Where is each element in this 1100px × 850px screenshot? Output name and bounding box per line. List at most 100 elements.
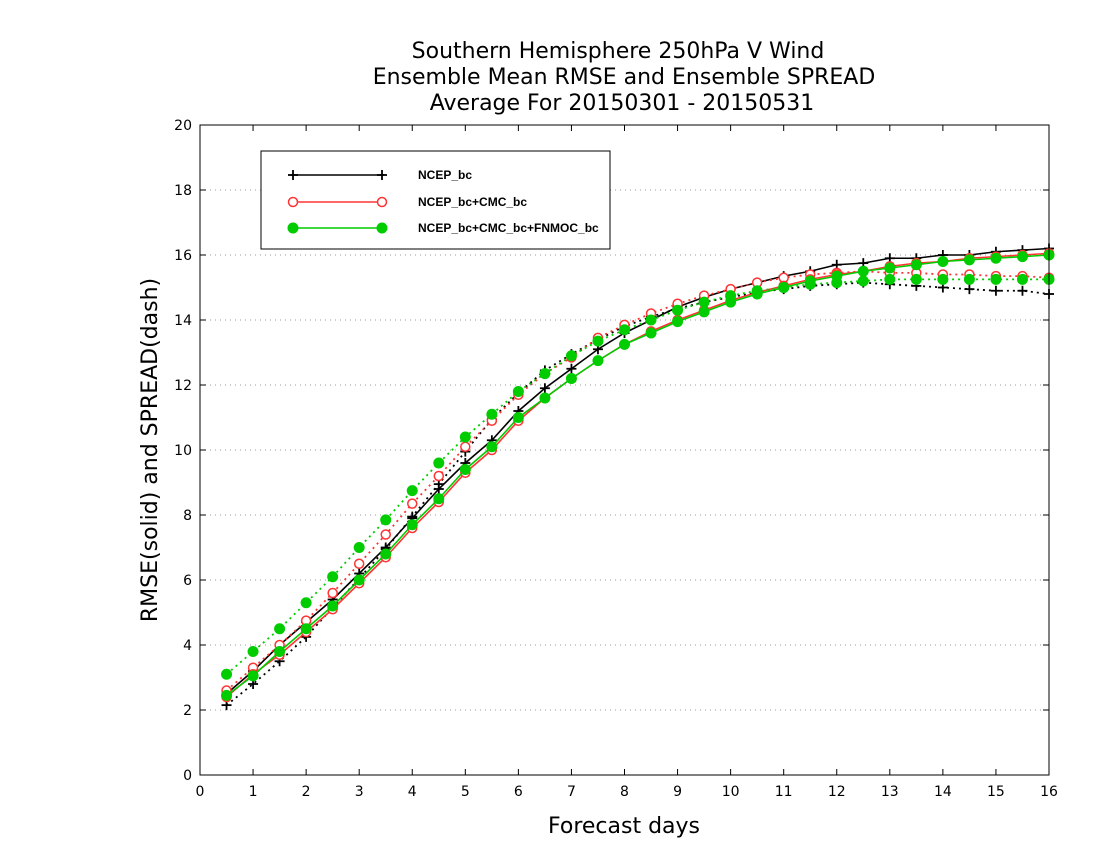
series-2-rmse-line [226, 254, 1050, 697]
series-2-rmse-point [300, 623, 312, 635]
x-tick-label: 14 [934, 784, 952, 800]
series-2-rmse-point [406, 519, 418, 531]
x-tick-label: 9 [673, 784, 682, 800]
series-2-rmse-point [990, 252, 1002, 264]
y-tick-label: 4 [183, 638, 192, 654]
legend-marker [287, 196, 299, 208]
series-2-rmse-point [698, 306, 710, 318]
y-axis-ticks: 0 2 4 6 8 10 12 14 16 18 20 [174, 118, 1049, 784]
x-tick-label: 4 [408, 784, 417, 800]
x-tick-label: 2 [302, 784, 311, 800]
x-tick-label: 5 [461, 784, 470, 800]
y-axis-label: RMSE(solid) and SPREAD(dash) [138, 278, 163, 622]
legend-box [260, 150, 611, 250]
x-tick-label: 12 [828, 784, 846, 800]
legend-marker [288, 170, 298, 180]
series-2-rmse-point [433, 493, 445, 505]
series-2-rmse-point [459, 464, 471, 475]
x-axis-ticks: 0 1 2 3 4 5 6 7 8 9 10 11 12 13 14 15 16 [196, 125, 1058, 800]
series-2-spread-point [884, 273, 896, 285]
series-0-spread-point [1017, 285, 1028, 296]
series-0-rmse-line [226, 247, 1050, 695]
y-tick-label: 10 [174, 443, 192, 459]
series-2-spread-point [486, 408, 498, 420]
series-2-spread-point [221, 668, 233, 680]
series-2-spread-point [937, 273, 949, 285]
chart-title-line-1: Southern Hemisphere 250hPa V Wind [412, 39, 825, 64]
y-tick-label: 0 [183, 768, 192, 784]
series-2-spread-point [698, 296, 710, 308]
series-2-rmse-point [645, 327, 657, 339]
series-layer [221, 243, 1055, 711]
x-tick-label: 11 [775, 784, 793, 800]
series-2-spread-point [592, 335, 604, 347]
series-2-spread-point [300, 597, 312, 609]
series-2-spread-point [565, 350, 577, 362]
series-2-spread-point [990, 273, 1002, 285]
series-2-rmse-point [937, 256, 949, 267]
series-2-rmse-point [963, 254, 975, 266]
legend-label: NCEP_bc+CMC_bc [418, 195, 527, 209]
series-2-spread-point [645, 314, 657, 326]
series-1-spread-line [225, 270, 1050, 692]
x-tick-label: 13 [881, 784, 899, 800]
legend-marker [376, 222, 388, 234]
series-2-rmse-point [380, 548, 392, 560]
series-2-rmse-point [274, 646, 286, 657]
x-tick-label: 1 [249, 784, 258, 800]
series-2-spread-point [963, 273, 975, 285]
series-2-rmse-point [539, 392, 551, 404]
series-2-spread-point [1016, 273, 1028, 285]
series-2-spread-point [512, 386, 524, 397]
series-2-rmse-point [778, 282, 790, 293]
series-2-spread-point [433, 457, 445, 469]
y-tick-label: 12 [174, 378, 192, 394]
series-1-spread-point [407, 498, 418, 509]
series-2-rmse-point [565, 373, 577, 384]
series-2-rmse-point [672, 316, 684, 328]
y-tick-label: 8 [183, 508, 192, 524]
legend-label: NCEP_bc [418, 168, 472, 182]
series-0-rmse-point [539, 383, 550, 394]
y-tick-label: 6 [183, 573, 192, 589]
series-0-rmse-point [433, 484, 444, 494]
series-2-spread-point [857, 275, 869, 287]
series-0-spread-line [225, 281, 1050, 706]
x-tick-label: 10 [722, 784, 740, 800]
y-tick-label: 14 [174, 313, 192, 329]
x-tick-label: 16 [1040, 784, 1058, 800]
x-tick-label: 15 [987, 784, 1005, 800]
plot-frame [199, 124, 1050, 776]
series-2-rmse-point [327, 600, 339, 612]
y-tick-label: 20 [174, 118, 192, 134]
series-2-rmse-point [884, 262, 896, 274]
series-2-rmse-point [751, 288, 763, 300]
series-0-rmse-point [566, 363, 577, 374]
legend-label: NCEP_bc+CMC_bc+FNMOC_bc [418, 221, 599, 235]
series-2-rmse-point [857, 265, 869, 277]
series-1-spread-point [433, 470, 445, 482]
series-2-spread-point [672, 304, 684, 316]
x-axis-label: Forecast days [548, 814, 700, 839]
series-1-spread-point [327, 587, 338, 599]
series-2-rmse-point [221, 689, 233, 701]
legend-marker [377, 170, 387, 180]
series-2-rmse-point [804, 275, 816, 287]
series-2-rmse-point [353, 574, 365, 586]
legend-marker [287, 222, 299, 234]
legend-marker [376, 196, 388, 208]
series-2-rmse-point [247, 670, 259, 682]
series-2-spread-point [619, 324, 630, 336]
series-2-spread-point [247, 646, 259, 657]
series-2-rmse-point [831, 270, 843, 282]
legend: NCEP_bc NCEP_bc+CMC_bc NCEP_bc+CMC_bc+FNMO… [260, 150, 611, 250]
series-1-spread-point [380, 529, 391, 540]
x-tick-label: 3 [355, 784, 364, 800]
series-1-spread-point [460, 441, 471, 452]
x-tick-label: 6 [514, 784, 523, 800]
series-2-spread-point [459, 431, 471, 443]
series-2-rmse-point [910, 259, 922, 271]
x-tick-label: 0 [196, 784, 205, 800]
series-2-spread-point [327, 571, 339, 583]
